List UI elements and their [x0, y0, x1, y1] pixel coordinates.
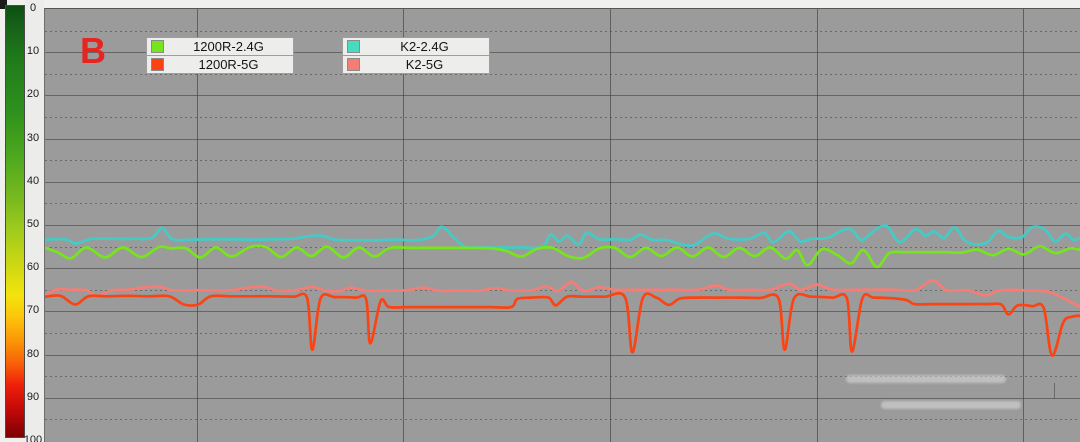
horizontal-grid-line: [45, 354, 1080, 356]
legend-label: K2-2.4G: [400, 39, 449, 54]
annotation-letter-b: B: [80, 30, 106, 71]
horizontal-grid-line: [45, 397, 1080, 399]
artifact-tick: [1054, 383, 1055, 399]
legend-swatch-icon: [347, 58, 360, 71]
series-line-1200r-2.4g: [45, 244, 1080, 269]
vertical-grid-line: [816, 9, 818, 442]
vertical-grid-line: [197, 9, 199, 442]
legend-item-1200r-2.4g[interactable]: 1200R-2.4G: [146, 37, 294, 56]
vertical-grid-line: [403, 9, 405, 442]
horizontal-grid-line: [45, 52, 1080, 54]
legend-swatch-icon: [151, 40, 164, 53]
y-tick-label: 10: [26, 45, 40, 58]
y-tick-label: 80: [26, 347, 40, 360]
horizontal-grid-line: [45, 268, 1080, 270]
horizontal-grid-line: [45, 160, 1080, 162]
horizontal-grid-line: [45, 138, 1080, 140]
signal-strength-colorbar: [5, 5, 25, 438]
series-line-k2-5g: [45, 278, 1080, 309]
vertical-grid-line: [609, 9, 611, 442]
legend-swatch-icon: [347, 40, 360, 53]
horizontal-grid-line: [45, 30, 1080, 32]
smudge-mark: [881, 401, 1021, 409]
horizontal-grid-line: [45, 225, 1080, 226]
legend-label: 1200R-2.4G: [193, 39, 264, 54]
legend-group-k2: K2-2.4G K2-5G: [342, 37, 490, 74]
y-tick-label: 70: [26, 304, 40, 317]
chart-plot-area: [44, 8, 1080, 442]
horizontal-grid-line: [45, 95, 1080, 97]
series-line-1200r-5g: [45, 291, 1080, 357]
horizontal-grid-line: [45, 246, 1080, 248]
corner-mark: [0, 0, 7, 9]
horizontal-grid-line: [45, 117, 1080, 118]
y-tick-label: 60: [26, 261, 40, 274]
horizontal-grid-line: [45, 419, 1080, 421]
legend-item-k2-2.4g[interactable]: K2-2.4G: [342, 37, 490, 56]
horizontal-grid-line: [45, 289, 1080, 291]
horizontal-grid-line: [45, 333, 1080, 334]
y-axis-strip: [25, 0, 44, 442]
y-tick-label: 50: [26, 218, 40, 230]
horizontal-grid-line: [45, 311, 1080, 313]
vertical-grid-line: [1022, 9, 1024, 442]
horizontal-grid-line: [45, 73, 1080, 75]
smudge-mark: [846, 375, 1006, 383]
horizontal-grid-line: [45, 181, 1080, 183]
series-line-k2-2.4g: [45, 224, 1080, 250]
legend-item-1200r-5g[interactable]: 1200R-5G: [146, 55, 294, 74]
y-tick-label: 0: [29, 2, 37, 14]
signal-lines-canvas: [45, 224, 1080, 357]
legend-swatch-icon: [151, 58, 164, 71]
y-tick-label: 100: [23, 434, 43, 442]
legend-label: K2-5G: [405, 57, 444, 72]
y-tick-label: 90: [26, 390, 40, 403]
horizontal-grid-line: [45, 376, 1080, 378]
legend-label: 1200R-5G: [198, 57, 259, 72]
y-tick-label: 30: [26, 131, 40, 144]
legend-item-k2-5g[interactable]: K2-5G: [342, 55, 490, 74]
legend-group-1200r: 1200R-2.4G 1200R-5G: [146, 37, 294, 74]
y-tick-label: 40: [26, 174, 40, 187]
horizontal-grid-line: [45, 203, 1080, 205]
y-tick-label: 20: [26, 88, 40, 101]
